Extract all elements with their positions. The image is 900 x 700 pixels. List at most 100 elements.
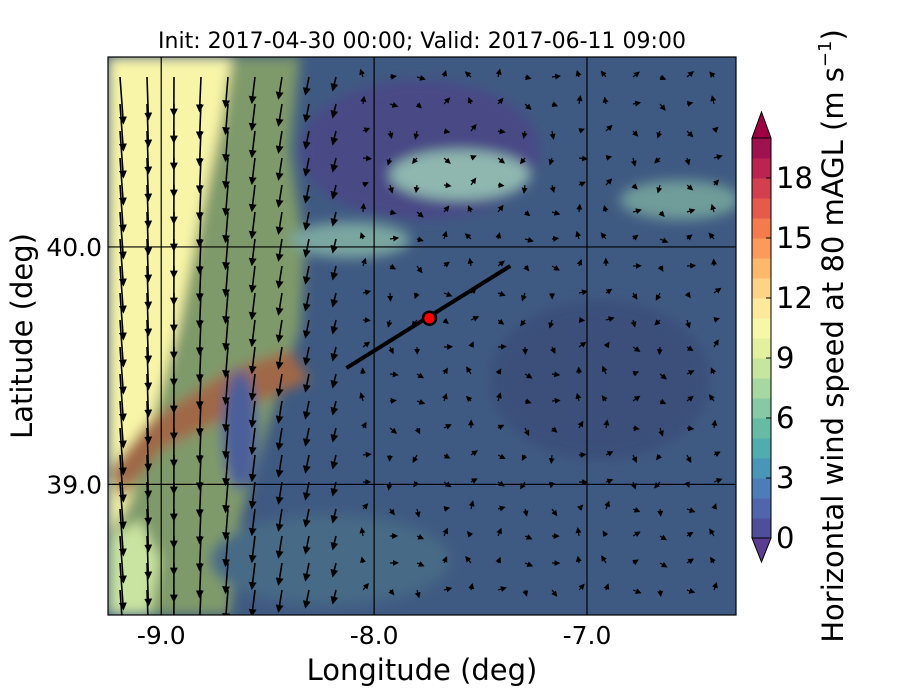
colorbar-segment-4 bbox=[752, 438, 771, 459]
wind-vector-76 bbox=[302, 157, 311, 177]
colorbar-extend-top bbox=[751, 110, 772, 139]
wind-vector-406 bbox=[524, 534, 533, 540]
wind-vector-101 bbox=[362, 182, 369, 188]
wind-vector-338 bbox=[548, 454, 555, 465]
wind-vector-244 bbox=[497, 343, 507, 350]
wind-vector-252 bbox=[713, 339, 719, 348]
wind-vector-307 bbox=[330, 427, 339, 443]
wind-vector-210 bbox=[195, 319, 204, 356]
wind-vector-294 bbox=[601, 395, 608, 402]
wind-vector-220 bbox=[470, 315, 480, 322]
wind-vector-195 bbox=[413, 292, 420, 300]
field-light-band bbox=[390, 150, 530, 200]
wind-vector-78 bbox=[362, 155, 373, 162]
wind-vector-108 bbox=[549, 184, 556, 194]
wind-vector-303 bbox=[222, 427, 231, 460]
wind-vector-69 bbox=[118, 157, 127, 206]
wind-vector-379 bbox=[414, 508, 421, 518]
wind-vector-404 bbox=[466, 530, 474, 538]
wind-vector-114 bbox=[712, 179, 720, 186]
y-axis-ticks: 40.0 39.0 bbox=[46, 233, 102, 499]
wind-vector-341 bbox=[631, 454, 637, 463]
wind-vector-340 bbox=[605, 451, 614, 457]
wind-vector-280 bbox=[222, 400, 231, 433]
wind-vector-213 bbox=[275, 319, 284, 343]
wind-vector-63 bbox=[578, 128, 585, 134]
wind-vector-447 bbox=[388, 588, 395, 596]
wind-vector-276 bbox=[118, 400, 127, 449]
wind-vector-203 bbox=[631, 292, 638, 300]
wind-vector-143 bbox=[248, 238, 257, 267]
wind-vector-137 bbox=[710, 203, 717, 213]
wind-vector-229 bbox=[713, 317, 720, 323]
wind-vector-398 bbox=[302, 535, 311, 555]
wind-vector-304 bbox=[248, 427, 257, 456]
wind-vector-355 bbox=[386, 481, 393, 491]
y-tick-label-1: 39.0 bbox=[46, 470, 102, 499]
wind-vector-51 bbox=[248, 130, 257, 159]
wind-vector-168 bbox=[302, 265, 311, 285]
wind-vector-3 bbox=[195, 76, 204, 113]
plot-area bbox=[108, 57, 736, 615]
wind-vector-456 bbox=[632, 588, 642, 594]
wind-vector-24 bbox=[144, 103, 153, 148]
wind-vector-399 bbox=[330, 535, 339, 551]
colorbar-segment-16 bbox=[752, 198, 771, 219]
wind-vector-157 bbox=[631, 234, 639, 241]
wind-vector-247 bbox=[578, 341, 587, 348]
wind-vector-435 bbox=[686, 558, 695, 565]
wind-vector-177 bbox=[551, 265, 560, 271]
colorbar-segment-5 bbox=[752, 418, 771, 439]
wind-vector-322 bbox=[118, 454, 127, 503]
wind-vector-36 bbox=[467, 96, 474, 105]
wind-vector-395 bbox=[222, 535, 231, 568]
wind-vector-126 bbox=[416, 211, 424, 218]
wind-vector-334 bbox=[443, 453, 451, 459]
wind-vector-389 bbox=[686, 507, 696, 513]
wind-vector-264 bbox=[416, 372, 425, 379]
wind-vector-260 bbox=[302, 373, 311, 393]
wind-vector-85 bbox=[548, 157, 555, 166]
colorbar-tick-label-0: 0 bbox=[776, 521, 794, 555]
wind-vector-10 bbox=[389, 73, 397, 80]
wind-vector-233 bbox=[195, 346, 204, 383]
wind-vector-351 bbox=[275, 481, 284, 505]
wind-vector-382 bbox=[497, 505, 506, 512]
wind-vector-205 bbox=[684, 291, 691, 299]
wind-vector-44 bbox=[686, 100, 694, 107]
wind-vector-376 bbox=[330, 508, 339, 524]
wind-vector-86 bbox=[578, 155, 589, 162]
wind-vector-122 bbox=[302, 211, 311, 231]
wind-vector-161 bbox=[118, 265, 127, 314]
wind-vector-327 bbox=[248, 454, 257, 483]
colorbar-segment-18 bbox=[752, 158, 771, 179]
wind-vector-309 bbox=[389, 427, 398, 434]
wind-vector-60 bbox=[497, 128, 506, 135]
wind-vector-420 bbox=[275, 562, 284, 586]
wind-vector-308 bbox=[360, 421, 367, 429]
wind-vector-11 bbox=[416, 74, 426, 81]
wind-vector-281 bbox=[248, 400, 257, 429]
wind-vector-360 bbox=[519, 481, 526, 490]
colorbar-tick-label-2: 6 bbox=[776, 401, 794, 435]
colorbar-segment-17 bbox=[752, 178, 771, 199]
wind-vector-123 bbox=[330, 211, 339, 227]
wind-vector-212 bbox=[248, 319, 257, 348]
wind-vector-53 bbox=[302, 130, 311, 150]
wind-vector-288 bbox=[441, 392, 448, 402]
colorbar-segment-8 bbox=[752, 358, 771, 379]
field-light-band-3 bbox=[290, 222, 410, 258]
wind-vector-39 bbox=[551, 101, 559, 108]
wind-vector-274 bbox=[686, 370, 695, 376]
wind-vector-83 bbox=[497, 157, 506, 164]
wind-vector-346 bbox=[144, 481, 153, 526]
wind-vector-384 bbox=[551, 508, 558, 517]
wind-vector-37 bbox=[497, 97, 504, 105]
wind-vector-98 bbox=[275, 184, 284, 208]
colorbar-segment-14 bbox=[752, 238, 771, 259]
wind-vector-87 bbox=[605, 155, 613, 161]
wind-vector-392 bbox=[144, 535, 153, 580]
wind-vector-32 bbox=[360, 95, 367, 105]
wind-vector-103 bbox=[413, 184, 420, 194]
wind-vector-74 bbox=[248, 157, 257, 186]
